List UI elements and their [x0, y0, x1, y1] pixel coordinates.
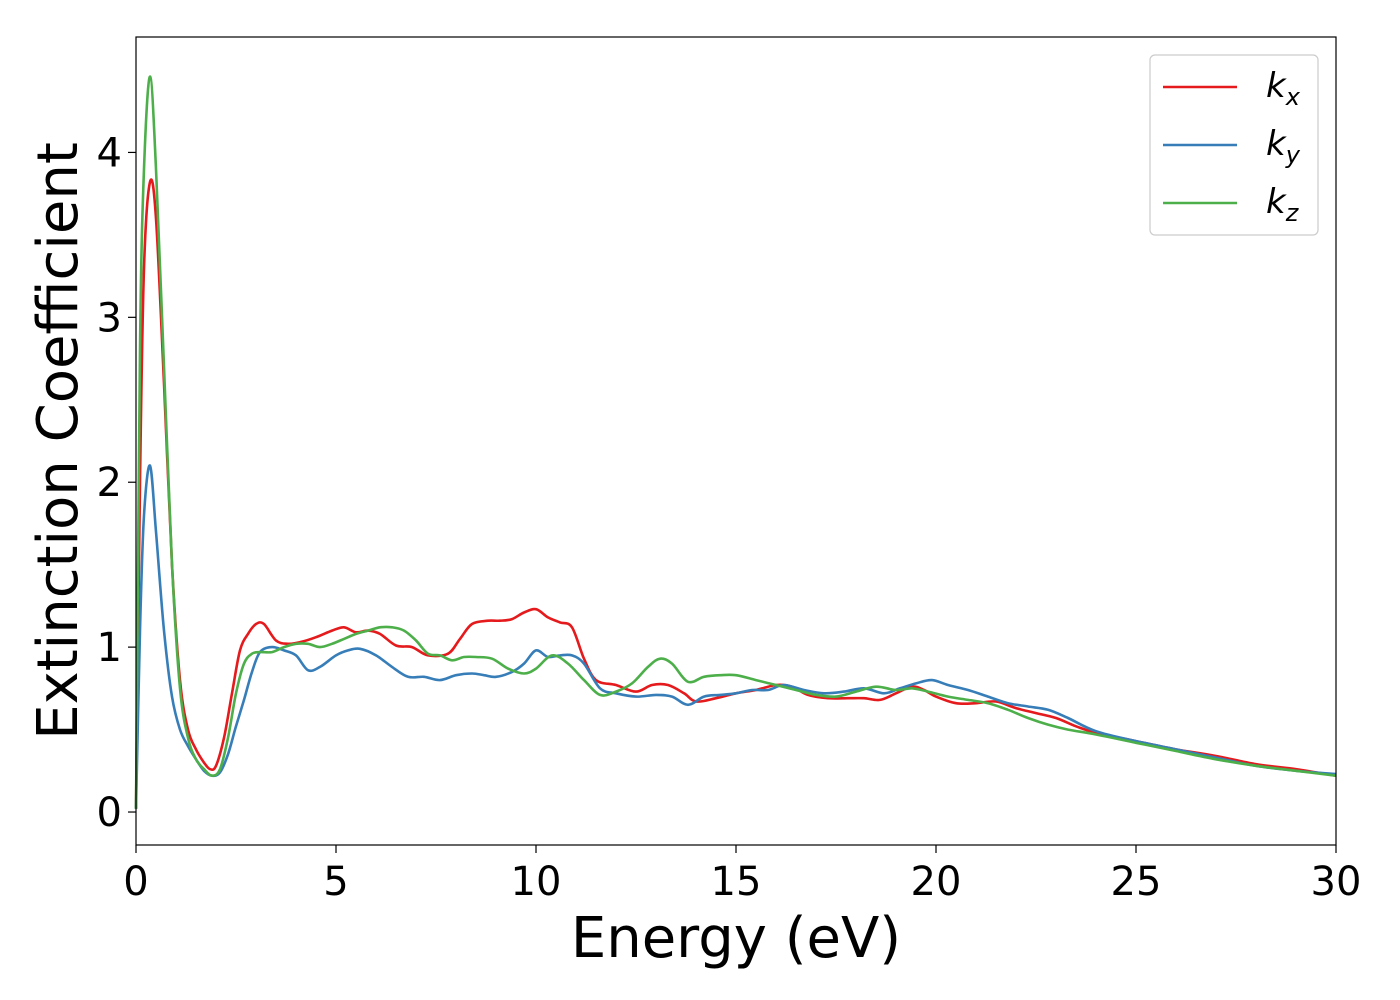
series-line-kx — [134, 178, 1337, 809]
x-tick-label: 10 — [511, 859, 562, 905]
x-axis: 0 5 10 15 20 25 30 — [123, 845, 1361, 905]
x-tick-label: 5 — [323, 859, 348, 905]
series-layer — [134, 75, 1337, 809]
y-tick-label: 0 — [97, 790, 122, 836]
y-tick-label: 1 — [97, 625, 122, 671]
legend-label: kz — [1266, 182, 1300, 227]
x-tick-label: 30 — [1311, 859, 1362, 905]
x-axis-title: Energy (eV) — [571, 906, 901, 971]
y-axis: 0 1 2 3 4 — [97, 130, 136, 836]
legend: kx ky kz — [1149, 54, 1319, 236]
y-tick-label: 4 — [97, 130, 122, 176]
x-tick-label: 20 — [911, 859, 962, 905]
legend-label: kx — [1266, 66, 1301, 111]
legend-label: ky — [1266, 124, 1301, 169]
x-tick-label: 25 — [1111, 859, 1162, 905]
x-tick-label: 0 — [123, 859, 148, 905]
y-tick-label: 2 — [97, 460, 122, 506]
x-tick-label: 15 — [711, 859, 762, 905]
y-tick-label: 3 — [97, 295, 122, 341]
y-axis-title: Extinction Coefficient — [26, 142, 91, 740]
series-line-kz — [134, 75, 1337, 809]
